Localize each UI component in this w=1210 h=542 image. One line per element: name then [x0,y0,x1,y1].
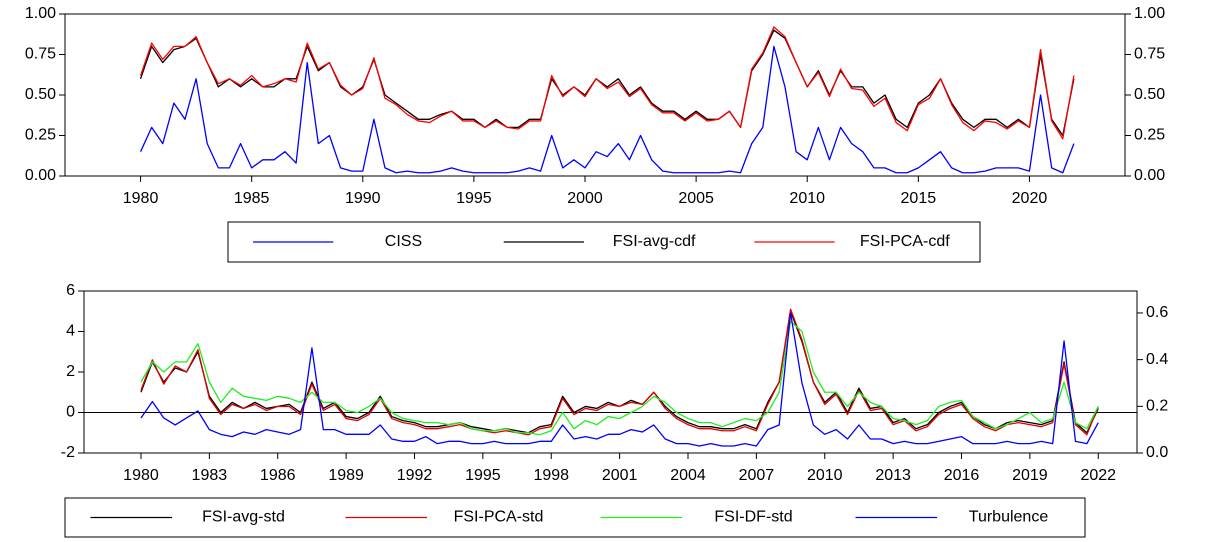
y-tick-label: 0.00 [25,167,56,184]
legend-label: FSI-PCA-cdf [860,233,950,250]
y-tick-label: 0.50 [25,86,56,103]
x-tick-label: 1980 [123,467,159,484]
legend-label: FSI-DF-std [714,509,792,526]
series-line [139,29,1075,137]
x-tick-label: 2010 [789,190,825,207]
y2-tick-label: 0.00 [1134,167,1165,184]
y-tick-label: 1.00 [25,5,56,22]
x-tick-label: 2013 [875,467,911,484]
series-line [140,310,1099,434]
x-tick-label: 2020 [1012,190,1048,207]
y-tick-label: 0.25 [25,127,56,144]
legend-label: CISS [385,233,422,250]
x-tick-label: 1995 [456,190,492,207]
legend-label: FSI-avg-std [202,509,285,526]
y2-tick-label: 0.50 [1134,86,1165,103]
y2-tick-label: 0.4 [1146,351,1168,368]
y-tick-label: 0 [66,404,75,421]
x-tick-label: 1995 [465,467,501,484]
legend-box [227,221,981,263]
x-tick-label: 1985 [234,190,270,207]
series-line [140,312,1099,447]
series-line [140,320,1099,436]
y-tick-label: 2 [66,363,75,380]
y2-tick-label: 0.2 [1146,398,1168,415]
x-tick-label: 1986 [260,467,296,484]
x-tick-label: 2019 [1012,467,1048,484]
y2-tick-label: 0.6 [1146,304,1168,321]
x-tick-label: 1989 [328,467,364,484]
legend-label: FSI-PCA-std [454,509,544,526]
x-tick-label: 2007 [739,467,775,484]
x-tick-label: 1990 [345,190,381,207]
y2-tick-label: 0.75 [1134,46,1165,63]
x-tick-label: 1983 [192,467,228,484]
legend-label: Turbulence [969,509,1049,526]
plot-frame [64,13,1126,177]
y-tick-label: 6 [66,282,75,299]
y2-tick-label: 0.25 [1134,127,1165,144]
series-line [139,26,1075,140]
y-tick-label: -2 [61,444,75,461]
x-tick-label: 2005 [678,190,714,207]
legend-label: FSI-avg-cdf [613,233,696,250]
series-line [140,308,1099,436]
x-tick-label: 1998 [533,467,569,484]
y2-tick-label: 0.0 [1146,444,1168,461]
y-tick-label: 4 [66,323,75,340]
series-line [139,45,1075,174]
x-tick-label: 2022 [1080,467,1116,484]
x-tick-label: 2001 [602,467,638,484]
x-tick-label: 1980 [123,190,159,207]
legend-box [64,497,1086,538]
plot-frame [83,290,1138,454]
x-tick-label: 2000 [567,190,603,207]
x-tick-label: 2015 [901,190,937,207]
x-tick-label: 2010 [807,467,843,484]
y2-tick-label: 1.00 [1134,5,1165,22]
y-tick-label: 0.75 [25,46,56,63]
x-tick-label: 2004 [670,467,706,484]
x-tick-label: 1992 [397,467,433,484]
x-tick-label: 2016 [944,467,980,484]
